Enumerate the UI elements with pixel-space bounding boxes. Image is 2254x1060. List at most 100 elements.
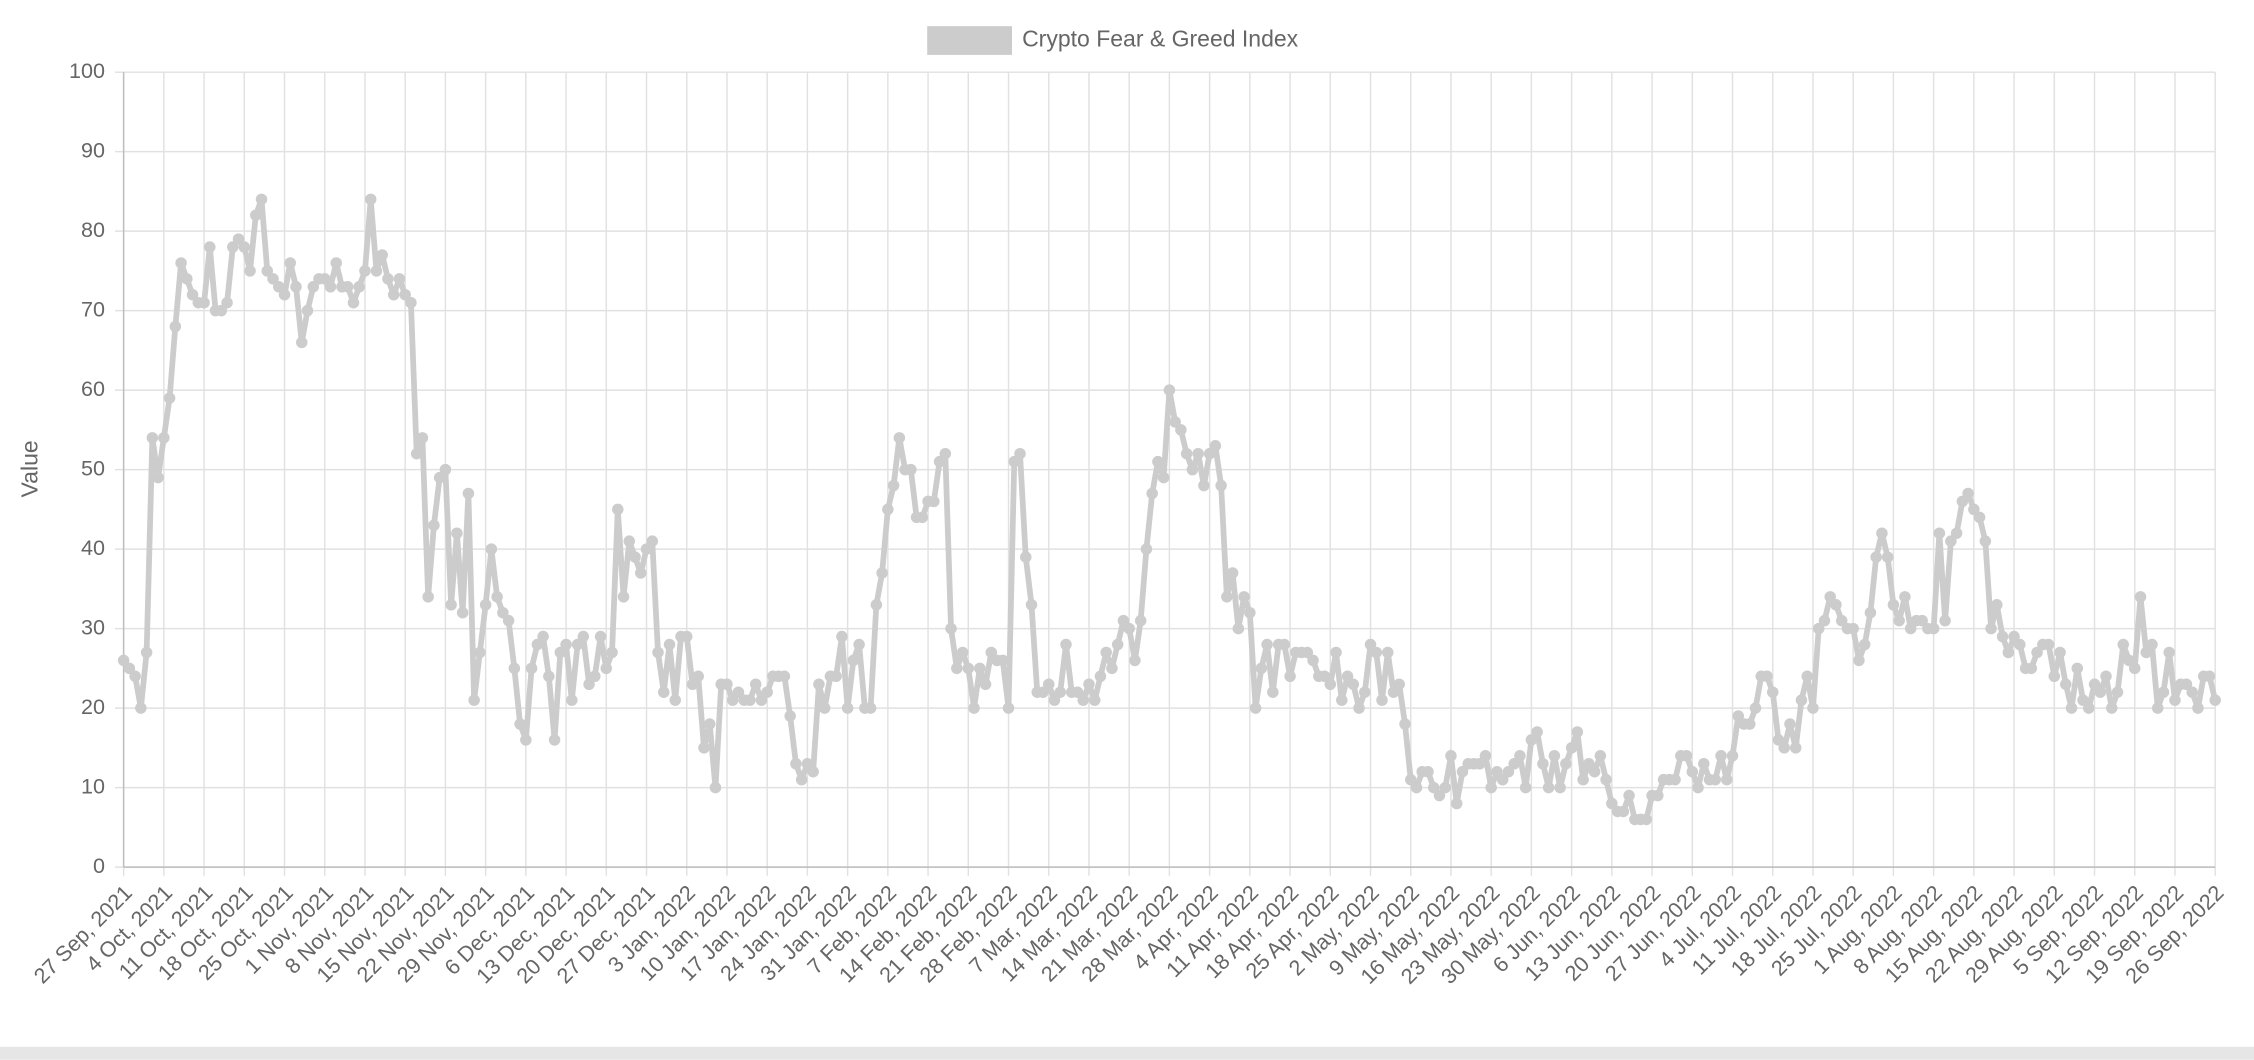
data-point[interactable]: [1186, 463, 1199, 476]
data-point[interactable]: [1100, 646, 1112, 659]
data-point[interactable]: [1772, 734, 1785, 746]
data-point[interactable]: [1973, 511, 1986, 524]
data-point[interactable]: [841, 702, 854, 714]
data-point[interactable]: [629, 551, 641, 563]
data-point[interactable]: [1669, 773, 1681, 786]
data-point[interactable]: [646, 535, 659, 547]
data-point[interactable]: [428, 519, 440, 532]
data-point[interactable]: [382, 273, 394, 285]
data-point[interactable]: [2163, 646, 2175, 659]
data-point[interactable]: [163, 392, 176, 404]
data-point[interactable]: [1410, 781, 1423, 794]
data-point[interactable]: [1784, 718, 1796, 730]
data-point[interactable]: [1916, 614, 1928, 627]
data-point[interactable]: [2060, 678, 2072, 691]
data-point[interactable]: [1244, 606, 1256, 619]
data-point[interactable]: [979, 678, 992, 691]
data-point[interactable]: [612, 503, 624, 516]
data-point[interactable]: [1525, 734, 1538, 746]
data-point[interactable]: [554, 646, 567, 659]
data-point[interactable]: [364, 193, 377, 206]
data-point[interactable]: [1864, 606, 1877, 619]
data-point[interactable]: [2048, 670, 2061, 683]
data-point[interactable]: [928, 495, 940, 508]
data-point[interactable]: [1370, 646, 1383, 659]
data-point[interactable]: [238, 241, 251, 253]
data-point[interactable]: [1812, 622, 1825, 635]
data-point[interactable]: [2169, 694, 2181, 706]
data-point[interactable]: [1152, 455, 1164, 468]
data-point[interactable]: [1485, 781, 1497, 794]
data-point[interactable]: [1324, 678, 1337, 691]
data-point[interactable]: [2002, 646, 2015, 659]
data-point[interactable]: [1060, 638, 1072, 651]
data-point[interactable]: [1617, 805, 1630, 818]
data-point[interactable]: [520, 734, 532, 746]
data-point[interactable]: [1267, 686, 1279, 698]
data-point[interactable]: [273, 281, 285, 293]
data-point[interactable]: [663, 638, 676, 651]
data-point[interactable]: [227, 241, 239, 253]
data-point[interactable]: [1261, 638, 1273, 651]
data-point[interactable]: [405, 296, 417, 309]
data-point[interactable]: [1732, 710, 1745, 722]
data-point[interactable]: [870, 599, 883, 611]
data-point[interactable]: [1088, 694, 1101, 706]
data-point[interactable]: [703, 718, 716, 730]
data-point[interactable]: [1094, 670, 1107, 683]
data-point[interactable]: [1640, 813, 1653, 826]
data-point[interactable]: [1623, 789, 1635, 802]
data-point[interactable]: [1387, 686, 1400, 698]
data-point[interactable]: [1778, 742, 1790, 754]
data-point[interactable]: [1048, 694, 1061, 706]
data-point[interactable]: [1399, 718, 1411, 730]
data-point[interactable]: [1830, 599, 1842, 611]
data-point[interactable]: [1175, 424, 1187, 436]
data-point[interactable]: [1445, 750, 1457, 762]
data-point[interactable]: [1744, 718, 1756, 730]
data-point[interactable]: [623, 535, 636, 547]
data-point[interactable]: [1140, 543, 1153, 555]
data-point[interactable]: [1341, 670, 1354, 683]
data-point[interactable]: [1198, 479, 1210, 492]
data-point[interactable]: [2151, 702, 2164, 714]
data-point[interactable]: [1433, 789, 1446, 802]
data-point[interactable]: [1899, 591, 1911, 603]
data-point[interactable]: [296, 336, 308, 349]
data-point[interactable]: [1933, 527, 1946, 539]
data-point[interactable]: [709, 781, 722, 794]
data-point[interactable]: [1456, 765, 1469, 778]
data-point[interactable]: [652, 646, 664, 659]
data-point[interactable]: [1129, 654, 1141, 667]
data-point[interactable]: [330, 257, 342, 269]
data-point[interactable]: [117, 654, 130, 667]
data-point[interactable]: [594, 630, 607, 643]
data-point[interactable]: [1554, 781, 1566, 794]
data-point[interactable]: [1427, 781, 1440, 794]
data-point[interactable]: [1347, 678, 1360, 691]
data-point[interactable]: [1789, 742, 1802, 754]
data-point[interactable]: [761, 686, 773, 698]
data-point[interactable]: [1514, 750, 1526, 762]
data-point[interactable]: [318, 273, 331, 285]
data-point[interactable]: [1542, 781, 1555, 794]
data-point[interactable]: [2025, 662, 2038, 675]
data-point[interactable]: [1749, 702, 1762, 714]
data-point[interactable]: [853, 638, 865, 651]
data-point[interactable]: [680, 630, 693, 643]
data-point[interactable]: [1106, 662, 1118, 675]
data-point[interactable]: [422, 591, 434, 603]
data-point[interactable]: [1071, 686, 1084, 698]
data-point[interactable]: [1192, 447, 1204, 460]
data-point[interactable]: [830, 670, 842, 683]
data-point[interactable]: [1238, 591, 1250, 603]
data-point[interactable]: [1020, 551, 1032, 563]
data-point[interactable]: [962, 662, 975, 675]
data-point[interactable]: [1818, 614, 1831, 627]
data-point[interactable]: [1939, 614, 1951, 627]
data-point[interactable]: [244, 265, 256, 277]
data-point[interactable]: [1117, 614, 1130, 627]
data-point[interactable]: [123, 662, 136, 675]
data-point[interactable]: [1002, 702, 1015, 714]
data-point[interactable]: [1893, 614, 1905, 627]
